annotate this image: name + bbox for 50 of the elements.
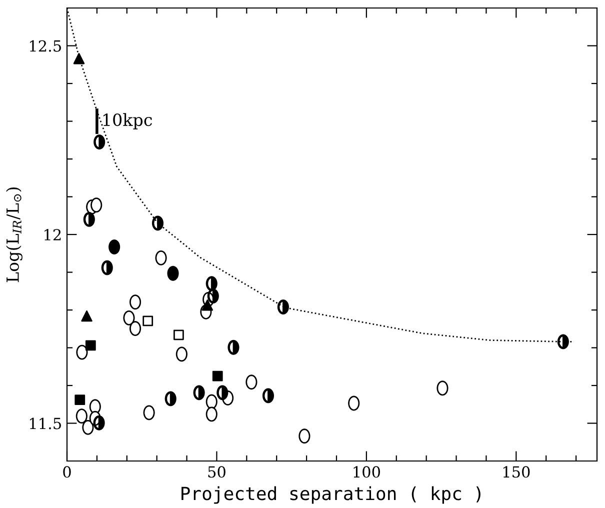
- point: [176, 346, 188, 362]
- point: [207, 288, 219, 304]
- point: [246, 374, 258, 390]
- point: [76, 344, 88, 360]
- y-tick-label: 12: [44, 228, 61, 240]
- point: [212, 370, 223, 382]
- point: [89, 399, 101, 414]
- point: [108, 239, 120, 254]
- x-tick-label: 150: [503, 466, 530, 478]
- point: [93, 415, 105, 430]
- y-tick-label: 11.5: [30, 418, 61, 430]
- point: [130, 294, 142, 310]
- x-tick-label: 100: [354, 466, 380, 478]
- point: [155, 250, 167, 266]
- point: [167, 266, 179, 281]
- y-axis-title: Log(L$_{IR}$/L$_{⊙}$): [6, 187, 22, 282]
- point: [173, 330, 184, 340]
- point: [193, 385, 205, 400]
- point: [142, 316, 154, 326]
- x-tick-label: 50: [208, 466, 226, 478]
- point: [152, 216, 164, 231]
- point: [85, 340, 96, 351]
- point: [277, 300, 289, 314]
- point: [143, 405, 155, 420]
- point: [90, 198, 102, 213]
- point: [73, 52, 85, 64]
- point: [76, 408, 88, 424]
- point: [206, 406, 218, 422]
- point: [206, 394, 218, 410]
- point: [82, 420, 94, 435]
- point: [298, 428, 310, 444]
- annotation: 10kpc: [103, 113, 152, 130]
- y-tick-label: 12.5: [30, 40, 61, 52]
- point: [101, 260, 113, 276]
- point: [557, 334, 569, 350]
- point: [436, 380, 448, 396]
- x-tick-label: 0: [63, 466, 71, 478]
- point: [348, 396, 360, 411]
- x-axis-title: Projected separation ( kpc ): [182, 486, 480, 504]
- point: [228, 340, 240, 355]
- point: [262, 388, 274, 404]
- point: [202, 299, 214, 311]
- point: [216, 385, 228, 400]
- point: [81, 310, 92, 322]
- point: [83, 212, 95, 227]
- point: [74, 394, 86, 406]
- point: [94, 134, 106, 150]
- point: [130, 321, 142, 336]
- point: [123, 310, 135, 326]
- point: [164, 391, 176, 406]
